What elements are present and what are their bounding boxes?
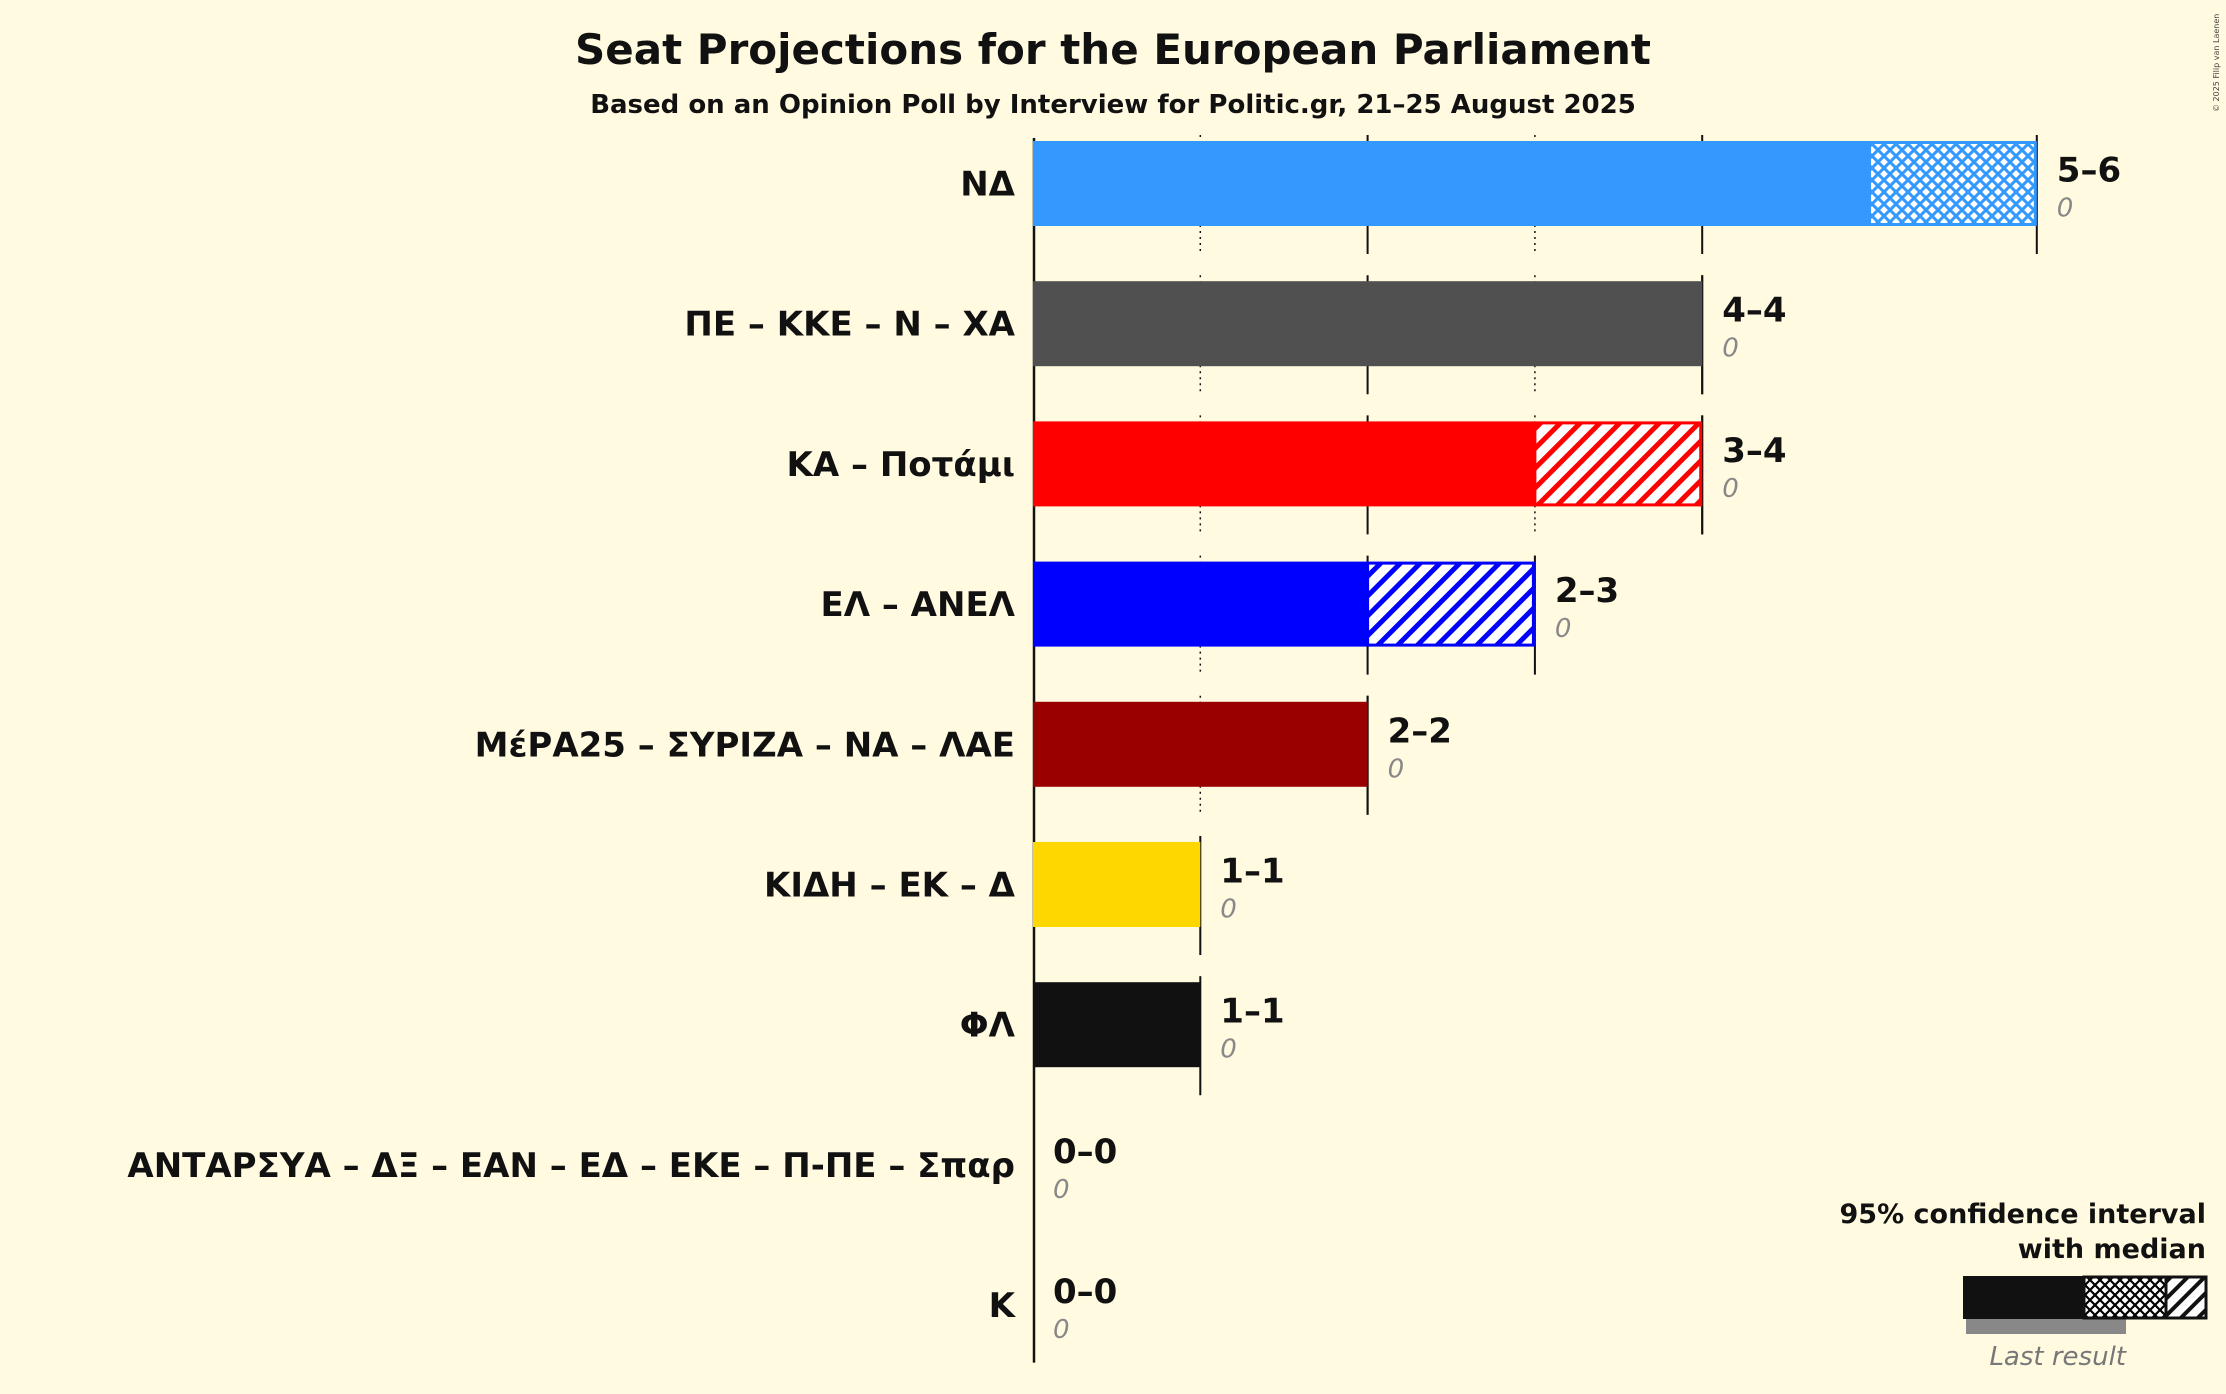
last-result-label: 0 — [1722, 474, 1739, 504]
chart-subtitle: Based on an Opinion Poll by Interview fo… — [590, 90, 1636, 120]
ci-bar — [1868, 141, 2037, 226]
party-label: ΚΙΔΗ – ΕΚ – Δ — [764, 866, 1016, 906]
last-result-label: 0 — [1722, 334, 1739, 364]
legend-median-swatch — [1963, 1276, 2084, 1319]
median-bar — [1033, 842, 1201, 927]
party-label: Κ — [989, 1286, 1017, 1326]
ci-bar — [1366, 561, 1535, 647]
last-result-label: 0 — [1053, 1175, 1070, 1205]
party-label: ΠΕ – ΚΚΕ – Ν – ΧΑ — [684, 305, 1015, 345]
bars-group — [1033, 141, 2037, 1068]
range-label: 2–2 — [1388, 711, 1452, 751]
party-label: ΜέΡΑ25 – ΣΥΡΙΖΑ – ΝΑ – ΛΑΕ — [475, 725, 1015, 765]
legend-ci-hatch-swatch — [2164, 1275, 2208, 1320]
legend: 95% confidence interval with median Last… — [1840, 1199, 2208, 1372]
range-label: 2–3 — [1555, 571, 1619, 611]
last-result-label: 0 — [1555, 614, 1572, 644]
median-bar — [1033, 421, 1535, 507]
range-label: 1–1 — [1220, 992, 1284, 1032]
range-label: 0–0 — [1053, 1132, 1117, 1172]
copyright-notice: © 2025 Filip van Laenen — [2212, 14, 2221, 112]
legend-title-line2: with median — [2018, 1234, 2206, 1265]
party-label: ΚΑ – Ποτάμι — [787, 445, 1015, 485]
range-label: 0–0 — [1053, 1272, 1117, 1312]
last-result-label: 0 — [2057, 194, 2074, 224]
legend-ci-crosshatch-swatch — [2082, 1275, 2168, 1320]
legend-title-line1: 95% confidence interval — [1840, 1199, 2206, 1230]
range-label: 1–1 — [1220, 852, 1284, 892]
party-label: ΑΝΤΑΡΣΥΑ – ΔΞ – ΕΑΝ – ΕΔ – ΕΚΕ – Π-ΠΕ – … — [127, 1146, 1015, 1186]
ci-bar — [1533, 421, 1703, 507]
last-result-label: 0 — [1220, 1035, 1237, 1065]
last-result-label: 0 — [1388, 754, 1405, 784]
median-bar — [1033, 982, 1201, 1068]
median-bar — [1033, 561, 1368, 647]
party-label: ΝΔ — [960, 165, 1015, 205]
median-bar — [1033, 141, 1870, 226]
legend-last-result-swatch — [1966, 1316, 2126, 1334]
median-bar — [1033, 701, 1368, 787]
party-label: ΦΛ — [960, 1006, 1016, 1046]
last-result-label: 0 — [1053, 1315, 1070, 1345]
median-bar — [1033, 281, 1703, 367]
legend-last-result-label: Last result — [1989, 1342, 2126, 1372]
range-label: 3–4 — [1722, 431, 1786, 471]
chart-title: Seat Projections for the European Parlia… — [575, 25, 1651, 74]
range-label: 5–6 — [2057, 151, 2121, 191]
last-result-label: 0 — [1220, 895, 1237, 925]
range-label: 4–4 — [1722, 291, 1786, 331]
party-label: ΕΛ – ΑΝΕΛ — [820, 585, 1015, 625]
